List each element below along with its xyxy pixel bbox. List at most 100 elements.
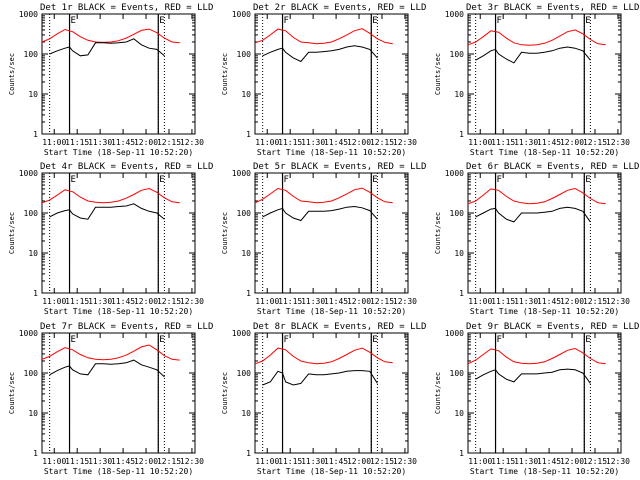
y-tick-label: 100 bbox=[450, 209, 465, 218]
lld-rate-line bbox=[254, 347, 393, 365]
y-tick-label: 1000 bbox=[19, 10, 38, 19]
event-marker-label: E bbox=[71, 175, 76, 185]
event-marker-label: E bbox=[159, 335, 164, 345]
panel-title: Det 3r BLACK = Events, RED = LLD bbox=[466, 3, 639, 13]
x-tick-label: 11:45 bbox=[111, 138, 135, 147]
x-tick-label: 12:30 bbox=[180, 138, 204, 147]
events-rate-line bbox=[475, 206, 591, 223]
x-tick-label: 12:00 bbox=[560, 457, 584, 466]
x-tick-label: 12:00 bbox=[134, 297, 158, 306]
x-tick-label: 11:15 bbox=[491, 297, 515, 306]
x-tick-label: 11:30 bbox=[514, 138, 538, 147]
y-axis-label: Counts/sec bbox=[8, 53, 16, 95]
x-axis-label: Start Time (18-Sep-11 10:52:20) bbox=[257, 148, 406, 157]
event-marker-label: E bbox=[372, 16, 377, 26]
x-tick-label: 11:30 bbox=[88, 297, 112, 306]
x-tick-label: 12:30 bbox=[393, 457, 417, 466]
y-tick-label: 1000 bbox=[445, 329, 464, 338]
x-tick-label: 11:30 bbox=[514, 297, 538, 306]
y-tick-label: 100 bbox=[450, 50, 465, 59]
x-tick-label: 12:30 bbox=[180, 457, 204, 466]
x-tick-label: 12:00 bbox=[347, 297, 371, 306]
detector-panel: Det 2r BLACK = Events, RED = LLD 1 10 100 10… bbox=[221, 3, 426, 157]
event-marker-label: F bbox=[284, 175, 289, 185]
y-tick-label: 1000 bbox=[445, 169, 464, 178]
x-tick-label: 12:15 bbox=[370, 138, 394, 147]
panel-title: Det 5r BLACK = Events, RED = LLD bbox=[253, 162, 426, 172]
y-tick-label: 1000 bbox=[19, 169, 38, 178]
x-tick-label: 12:30 bbox=[393, 138, 417, 147]
y-tick-label: 100 bbox=[24, 50, 39, 59]
x-axis-label: Start Time (18-Sep-11 10:52:20) bbox=[257, 467, 406, 476]
lld-rate-line bbox=[41, 28, 180, 44]
y-tick-label: 1000 bbox=[232, 329, 251, 338]
plot-frame bbox=[41, 332, 196, 454]
event-marker-label: F bbox=[284, 16, 289, 26]
y-tick-label: 1 bbox=[246, 289, 251, 298]
y-tick-label: 1000 bbox=[232, 10, 251, 19]
detector-panel: Det 8r BLACK = Events, RED = LLD 1 10 100 10… bbox=[221, 322, 426, 476]
x-tick-label: 12:30 bbox=[606, 138, 630, 147]
y-axis-label: Counts/sec bbox=[434, 372, 442, 414]
y-tick-label: 10 bbox=[28, 90, 38, 99]
lld-rate-line bbox=[467, 187, 606, 205]
x-tick-label: 12:00 bbox=[560, 138, 584, 147]
x-tick-label: 12:00 bbox=[134, 138, 158, 147]
lld-rate-line bbox=[254, 28, 393, 45]
event-marker-label: F bbox=[497, 335, 502, 345]
x-tick-label: 11:45 bbox=[537, 297, 561, 306]
y-axis-label: Counts/sec bbox=[434, 212, 442, 254]
x-tick-label: 11:00 bbox=[42, 138, 66, 147]
events-rate-line bbox=[49, 203, 165, 220]
y-tick-label: 10 bbox=[454, 409, 464, 418]
y-tick-label: 100 bbox=[24, 209, 39, 218]
x-axis-label: Start Time (18-Sep-11 10:52:20) bbox=[44, 467, 193, 476]
lld-rate-line bbox=[467, 29, 606, 46]
y-tick-label: 1 bbox=[246, 449, 251, 458]
events-rate-line bbox=[262, 205, 378, 222]
event-marker-label: E bbox=[372, 175, 377, 185]
x-tick-label: 12:15 bbox=[583, 138, 607, 147]
x-tick-label: 11:00 bbox=[468, 138, 492, 147]
x-axis-label: Start Time (18-Sep-11 10:52:20) bbox=[257, 307, 406, 316]
y-tick-label: 1 bbox=[246, 130, 251, 139]
event-marker-label: E bbox=[71, 16, 76, 26]
x-tick-label: 11:00 bbox=[255, 457, 279, 466]
x-tick-label: 11:45 bbox=[324, 138, 348, 147]
event-marker-label: E bbox=[372, 335, 377, 345]
x-tick-label: 12:15 bbox=[157, 297, 181, 306]
panel-title: Det 7r BLACK = Events, RED = LLD bbox=[40, 322, 213, 332]
x-tick-label: 11:45 bbox=[537, 138, 561, 147]
y-tick-label: 1 bbox=[459, 449, 464, 458]
y-tick-label: 10 bbox=[28, 249, 38, 258]
x-tick-label: 11:15 bbox=[65, 297, 89, 306]
x-tick-label: 11:30 bbox=[301, 297, 325, 306]
y-tick-label: 1000 bbox=[232, 169, 251, 178]
panel-title: Det 6r BLACK = Events, RED = LLD bbox=[466, 162, 639, 172]
y-tick-label: 1000 bbox=[19, 329, 38, 338]
event-marker-label: F bbox=[284, 335, 289, 345]
events-rate-line bbox=[475, 46, 591, 64]
x-tick-label: 12:30 bbox=[606, 297, 630, 306]
y-tick-label: 1 bbox=[459, 289, 464, 298]
x-tick-label: 11:30 bbox=[88, 138, 112, 147]
y-tick-label: 10 bbox=[241, 90, 251, 99]
y-tick-label: 100 bbox=[450, 369, 465, 378]
detector-panel: Det 1r BLACK = Events, RED = LLD 1 10 100 10… bbox=[8, 3, 213, 157]
plot-frame bbox=[467, 332, 622, 454]
event-marker-label: F bbox=[497, 175, 502, 185]
x-axis-label: Start Time (18-Sep-11 10:52:20) bbox=[470, 307, 619, 316]
lld-rate-line bbox=[254, 187, 393, 204]
panel-title: Det 4r BLACK = Events, RED = LLD bbox=[40, 162, 213, 172]
x-tick-label: 12:15 bbox=[583, 457, 607, 466]
plot-frame bbox=[254, 332, 409, 454]
y-tick-label: 100 bbox=[237, 50, 252, 59]
lld-rate-line bbox=[467, 347, 606, 365]
x-tick-label: 12:00 bbox=[560, 297, 584, 306]
x-tick-label: 12:15 bbox=[157, 457, 181, 466]
detector-panel: Det 7r BLACK = Events, RED = LLD 1 10 100 10… bbox=[8, 322, 213, 476]
event-marker-label: E bbox=[159, 175, 164, 185]
x-tick-label: 12:15 bbox=[583, 297, 607, 306]
x-tick-label: 11:00 bbox=[255, 297, 279, 306]
detector-panel: Det 3r BLACK = Events, RED = LLD 1 10 100 10… bbox=[434, 3, 639, 157]
